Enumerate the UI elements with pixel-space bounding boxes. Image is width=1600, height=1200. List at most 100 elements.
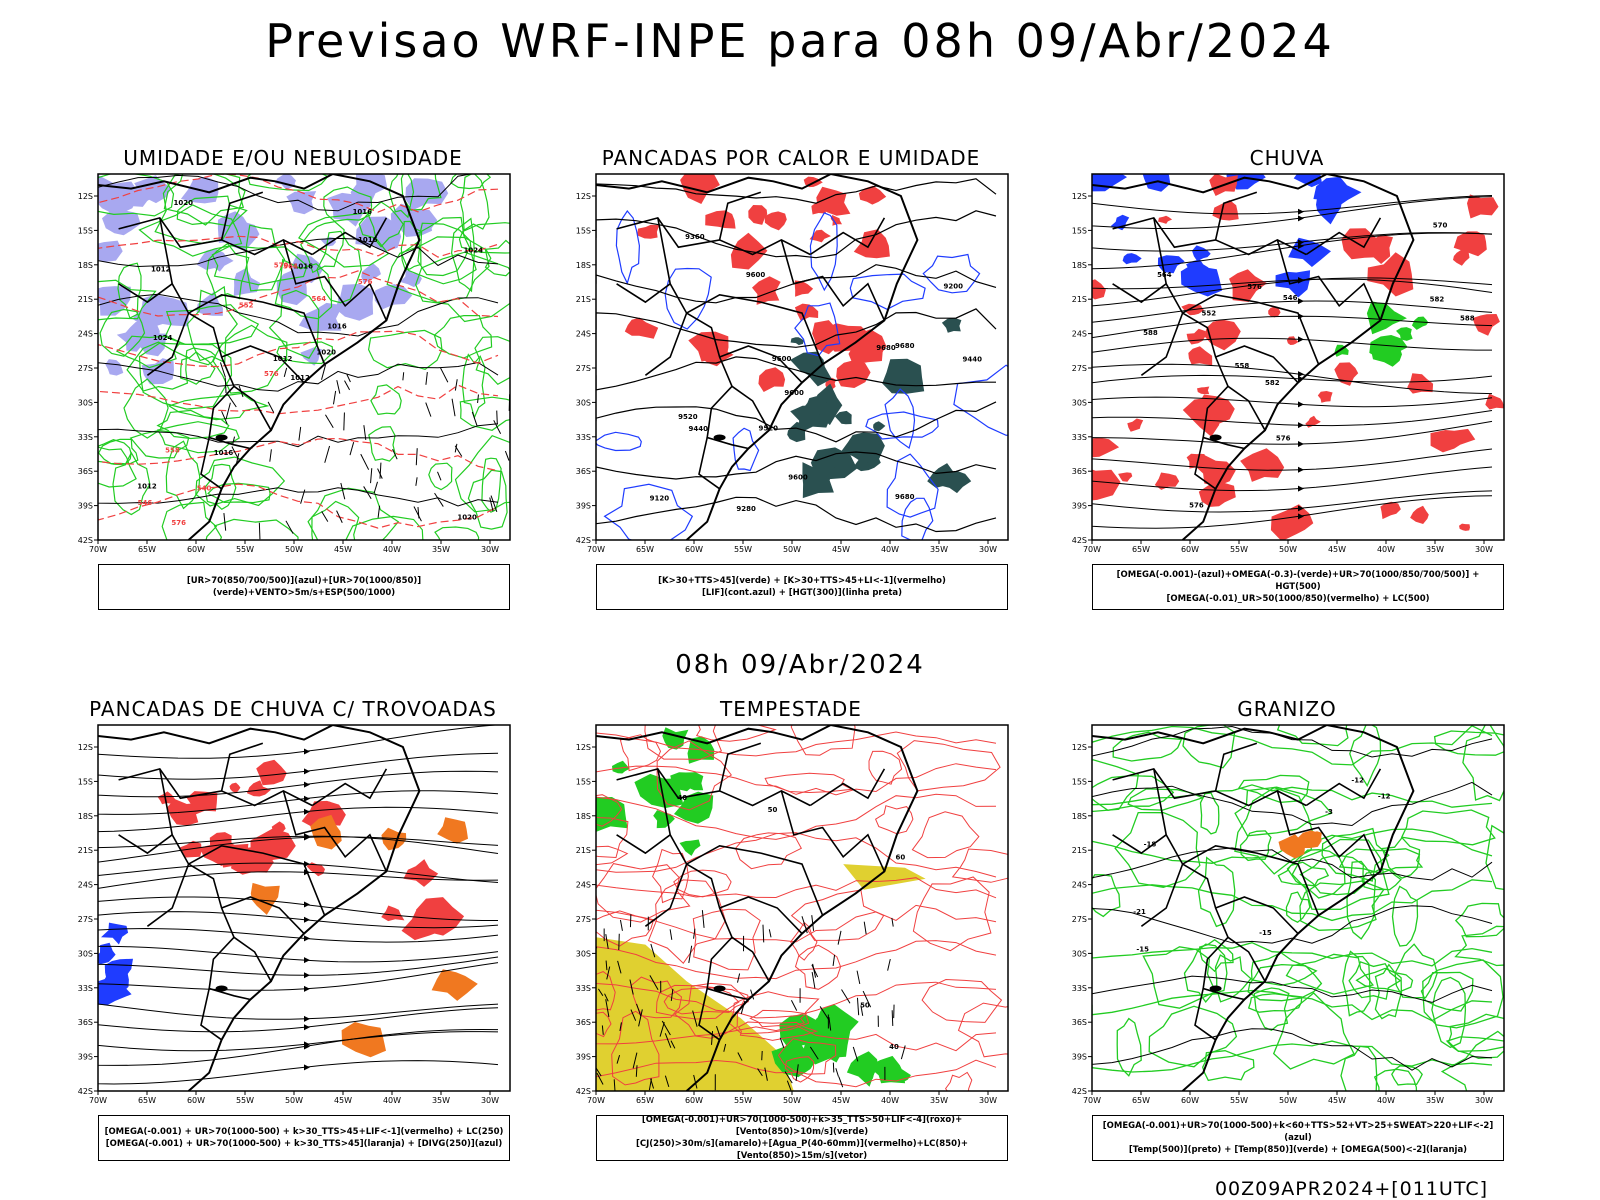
streamline-arrow (304, 916, 310, 923)
streamline (98, 956, 499, 976)
contour-label: 9360 (685, 233, 705, 241)
wind-vector (669, 929, 673, 940)
lat-label: 39S (1072, 1053, 1087, 1062)
contour-ring (1234, 786, 1314, 875)
field-patch (1472, 314, 1500, 336)
streamline-arrow (304, 808, 310, 815)
field-patch (1188, 346, 1213, 366)
wind-vector (451, 398, 456, 417)
wind-vector (692, 1010, 698, 1027)
wind-vector (670, 988, 674, 1001)
lat-label: 18S (78, 261, 93, 270)
state-border (1182, 293, 1320, 365)
lon-label: 30W (1475, 1096, 1493, 1105)
field-patch (794, 280, 814, 297)
contour-label: 9600 (784, 389, 804, 397)
lat-label: 30S (78, 949, 93, 958)
contour-ring (323, 186, 373, 222)
forecast-time-subtitle: 08h 09/Abr/2024 (675, 650, 925, 680)
wind-vector (762, 924, 765, 943)
lat-label: 30S (1072, 949, 1087, 958)
wind-vector (891, 1010, 894, 1026)
wind-vector (437, 471, 442, 481)
contour-label: 60 (895, 854, 905, 862)
contour-ring (777, 1038, 837, 1075)
wind-vector (605, 934, 609, 949)
contour-label: -12 (1378, 792, 1391, 800)
lat-label: 18S (1072, 812, 1087, 821)
field-patch (1092, 279, 1106, 300)
state-border (159, 768, 272, 982)
contour-label: -12 (1351, 776, 1364, 784)
wind-vector (344, 380, 351, 391)
wind-vector (750, 989, 755, 1000)
field-patch (102, 210, 141, 236)
wind-vector (454, 443, 458, 453)
contour-ring (415, 251, 510, 323)
streamline (1092, 277, 1493, 307)
streamline (1092, 232, 1493, 270)
contour-label: -15 (1259, 929, 1272, 937)
wind-vector (377, 468, 383, 479)
wind-vector (223, 513, 227, 531)
main-title: Previsao WRF-INPE para 08h 09/Abr/2024 (265, 14, 1335, 68)
lat-label: 27S (78, 364, 93, 373)
lagoon (713, 985, 726, 992)
wind-vector (232, 436, 236, 445)
panel-legend: [OMEGA(-0.001)-(azul)+OMEGA(-0.3)-(verde… (1092, 564, 1504, 610)
contour-label: 1012 (290, 374, 310, 382)
contour-ring (652, 848, 689, 904)
streamline (98, 790, 499, 815)
wind-vector (635, 1065, 638, 1077)
wind-vector (737, 1052, 743, 1061)
state-border (706, 936, 749, 1001)
contour-ring (922, 253, 981, 294)
wind-vector (828, 1017, 832, 1031)
contour-ring (1420, 971, 1474, 1012)
contour-ring (630, 976, 683, 1019)
wind-vector (379, 462, 382, 479)
contour-ring (1253, 987, 1290, 1032)
field-patch (334, 283, 374, 321)
lon-label: 55W (734, 1096, 752, 1105)
contour-label: 576 (1276, 435, 1291, 443)
map-frame (595, 724, 1009, 1092)
state-border (657, 217, 770, 431)
contour-label: 588 (1143, 329, 1158, 337)
lat-label: 24S (78, 881, 93, 890)
contour-line (596, 877, 997, 899)
contour-ring (459, 396, 510, 431)
lat-label: 36S (1072, 1018, 1087, 1027)
field-patch (403, 859, 439, 887)
wind-vector (477, 394, 479, 403)
wind-vector (336, 380, 341, 394)
contour-ring (849, 273, 926, 310)
lon-label: 55W (236, 1096, 254, 1105)
contour-ring (98, 446, 137, 488)
field-patch (327, 192, 372, 227)
contour-label: 9440 (963, 355, 983, 363)
lat-label: 36S (1072, 467, 1087, 476)
lon-label: 60W (187, 1096, 205, 1105)
map-frame (595, 173, 1009, 541)
lon-label: 65W (138, 545, 156, 554)
panel-pancadas-calor: PANCADAS POR CALOR E UMIDADE 9680 9680 9680… (576, 146, 1009, 626)
streamline-arrow (304, 768, 310, 775)
contour-ring (664, 267, 712, 330)
state-border (188, 293, 326, 365)
field-patch (1341, 228, 1383, 260)
state-border (644, 312, 688, 376)
field-patch (1366, 301, 1407, 335)
field-patch (830, 215, 842, 226)
state-border (200, 437, 223, 490)
contour-label: 1012 (273, 355, 293, 363)
streamline (1092, 420, 1493, 447)
state-border (718, 191, 762, 241)
field-patch (145, 294, 189, 327)
contour-ring (1440, 1030, 1504, 1091)
field-patch (1453, 249, 1470, 266)
field-patch (1180, 263, 1223, 297)
weather-map: 9680968096809600960096009600952095209440… (576, 173, 1009, 554)
contour-line (596, 763, 997, 796)
contour-label: 576 (1247, 283, 1262, 291)
